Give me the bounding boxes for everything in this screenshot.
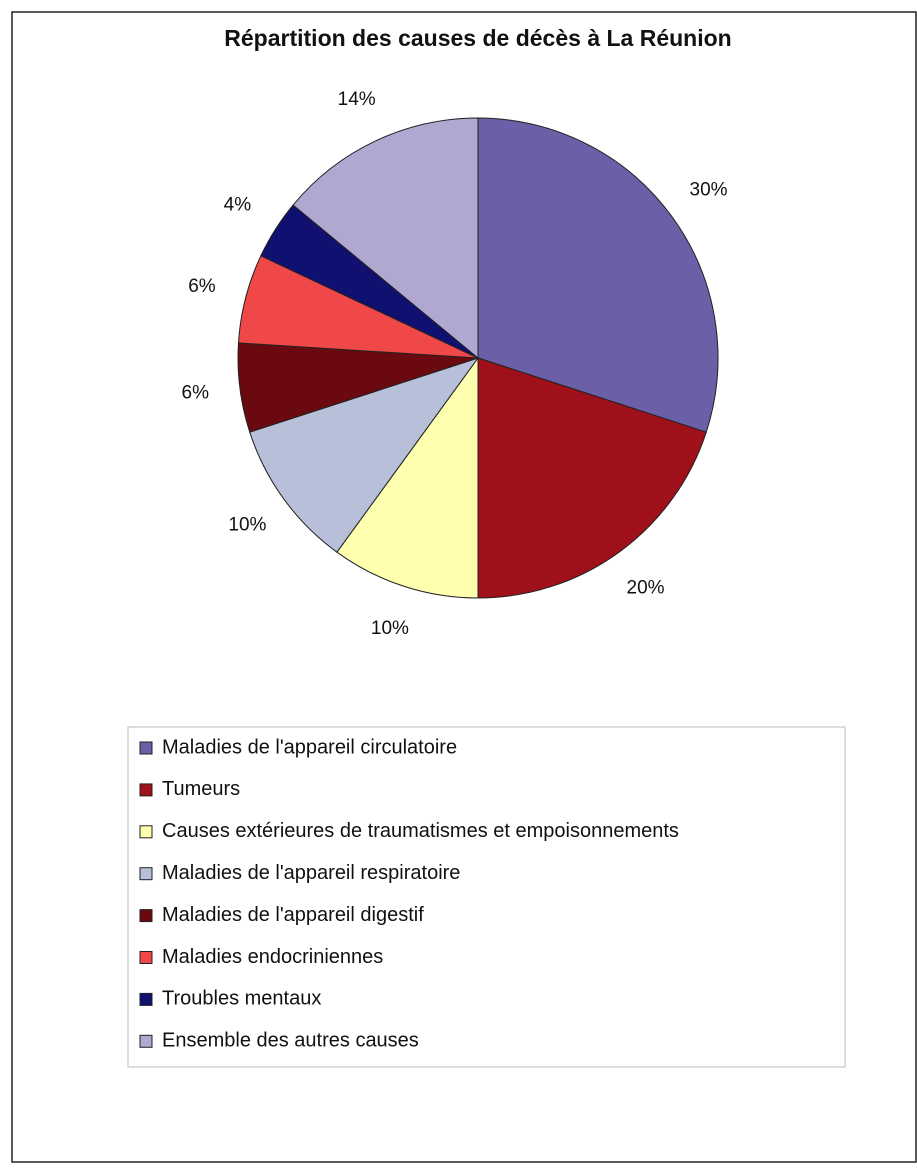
data-label: 14%	[338, 89, 376, 110]
legend-label: Maladies de l'appareil circulatoire	[162, 736, 457, 758]
data-label: 6%	[188, 276, 216, 297]
legend-swatch	[139, 1034, 153, 1048]
data-label: 20%	[627, 578, 665, 599]
data-label: 4%	[224, 194, 252, 215]
legend-label: Maladies endocriniennes	[162, 946, 383, 968]
legend-swatch	[139, 867, 153, 881]
data-label: 30%	[690, 179, 728, 200]
legend-swatch	[139, 825, 153, 839]
legend-swatch	[139, 909, 153, 923]
pie-slice	[292, 117, 479, 360]
pie-slice	[477, 117, 719, 433]
legend-swatch	[139, 951, 153, 964]
legend-label: Causes extérieures de traumatismes et em…	[162, 820, 679, 842]
legend-label: Maladies de l'appareil respiratoire	[162, 862, 460, 884]
pie-slice	[477, 357, 707, 599]
pie-slice	[249, 357, 480, 553]
legend-label: Tumeurs	[162, 778, 240, 800]
pie-slice	[336, 356, 479, 599]
chart-title: Répartition des causes de décès à La Réu…	[224, 25, 731, 51]
data-label: 10%	[228, 515, 266, 536]
legend-box	[127, 726, 846, 1068]
data-label: 6%	[182, 383, 210, 404]
legend-swatch	[139, 992, 153, 1006]
legend-label: Troubles mentaux	[162, 988, 321, 1010]
legend-label: Ensemble des autres causes	[162, 1030, 419, 1052]
data-label: 10%	[371, 618, 409, 639]
legend-label: Maladies de l'appareil digestif	[162, 904, 424, 926]
legend-swatch	[139, 741, 153, 755]
chart-frame	[11, 11, 917, 1163]
legend-swatch	[139, 783, 153, 797]
